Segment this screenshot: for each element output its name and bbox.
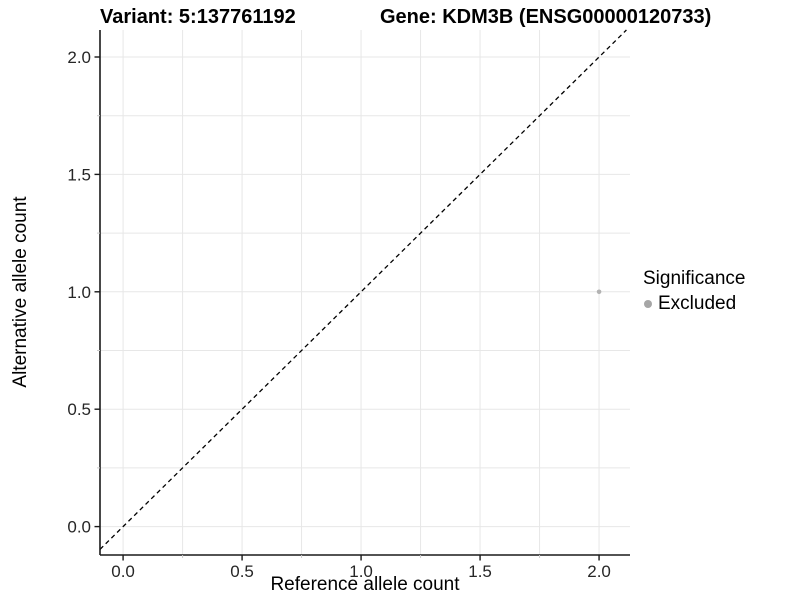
x-tick-label: 2.0: [587, 562, 611, 581]
identity-line: [99, 29, 627, 550]
x-axis-title: Reference allele count: [270, 574, 460, 595]
x-tick-label: 1.0: [349, 562, 373, 581]
x-tick-label: 0.0: [111, 562, 135, 581]
y-axis-title: Alternative allele count: [10, 196, 31, 388]
plot-title-variant: Variant: 5:137761192: [100, 6, 296, 28]
x-tick-label: 1.5: [468, 562, 492, 581]
y-tick-label: 1.5: [67, 165, 91, 184]
legend-entry-excluded: Excluded: [643, 293, 745, 315]
x-tick-label: 0.5: [230, 562, 254, 581]
legend-entry-label: Excluded: [658, 293, 737, 314]
y-tick-label: 0.0: [67, 518, 91, 537]
y-tick-label: 0.5: [67, 400, 91, 419]
data-point: [596, 289, 602, 295]
legend-point-icon: [644, 300, 652, 308]
legend-title: Significance: [643, 268, 746, 289]
legend: Significance Excluded: [643, 268, 745, 315]
y-tick-label: 2.0: [67, 48, 91, 67]
y-tick-label: 1.0: [67, 283, 91, 302]
plot-title-gene: Gene: KDM3B (ENSG00000120733): [380, 6, 712, 28]
